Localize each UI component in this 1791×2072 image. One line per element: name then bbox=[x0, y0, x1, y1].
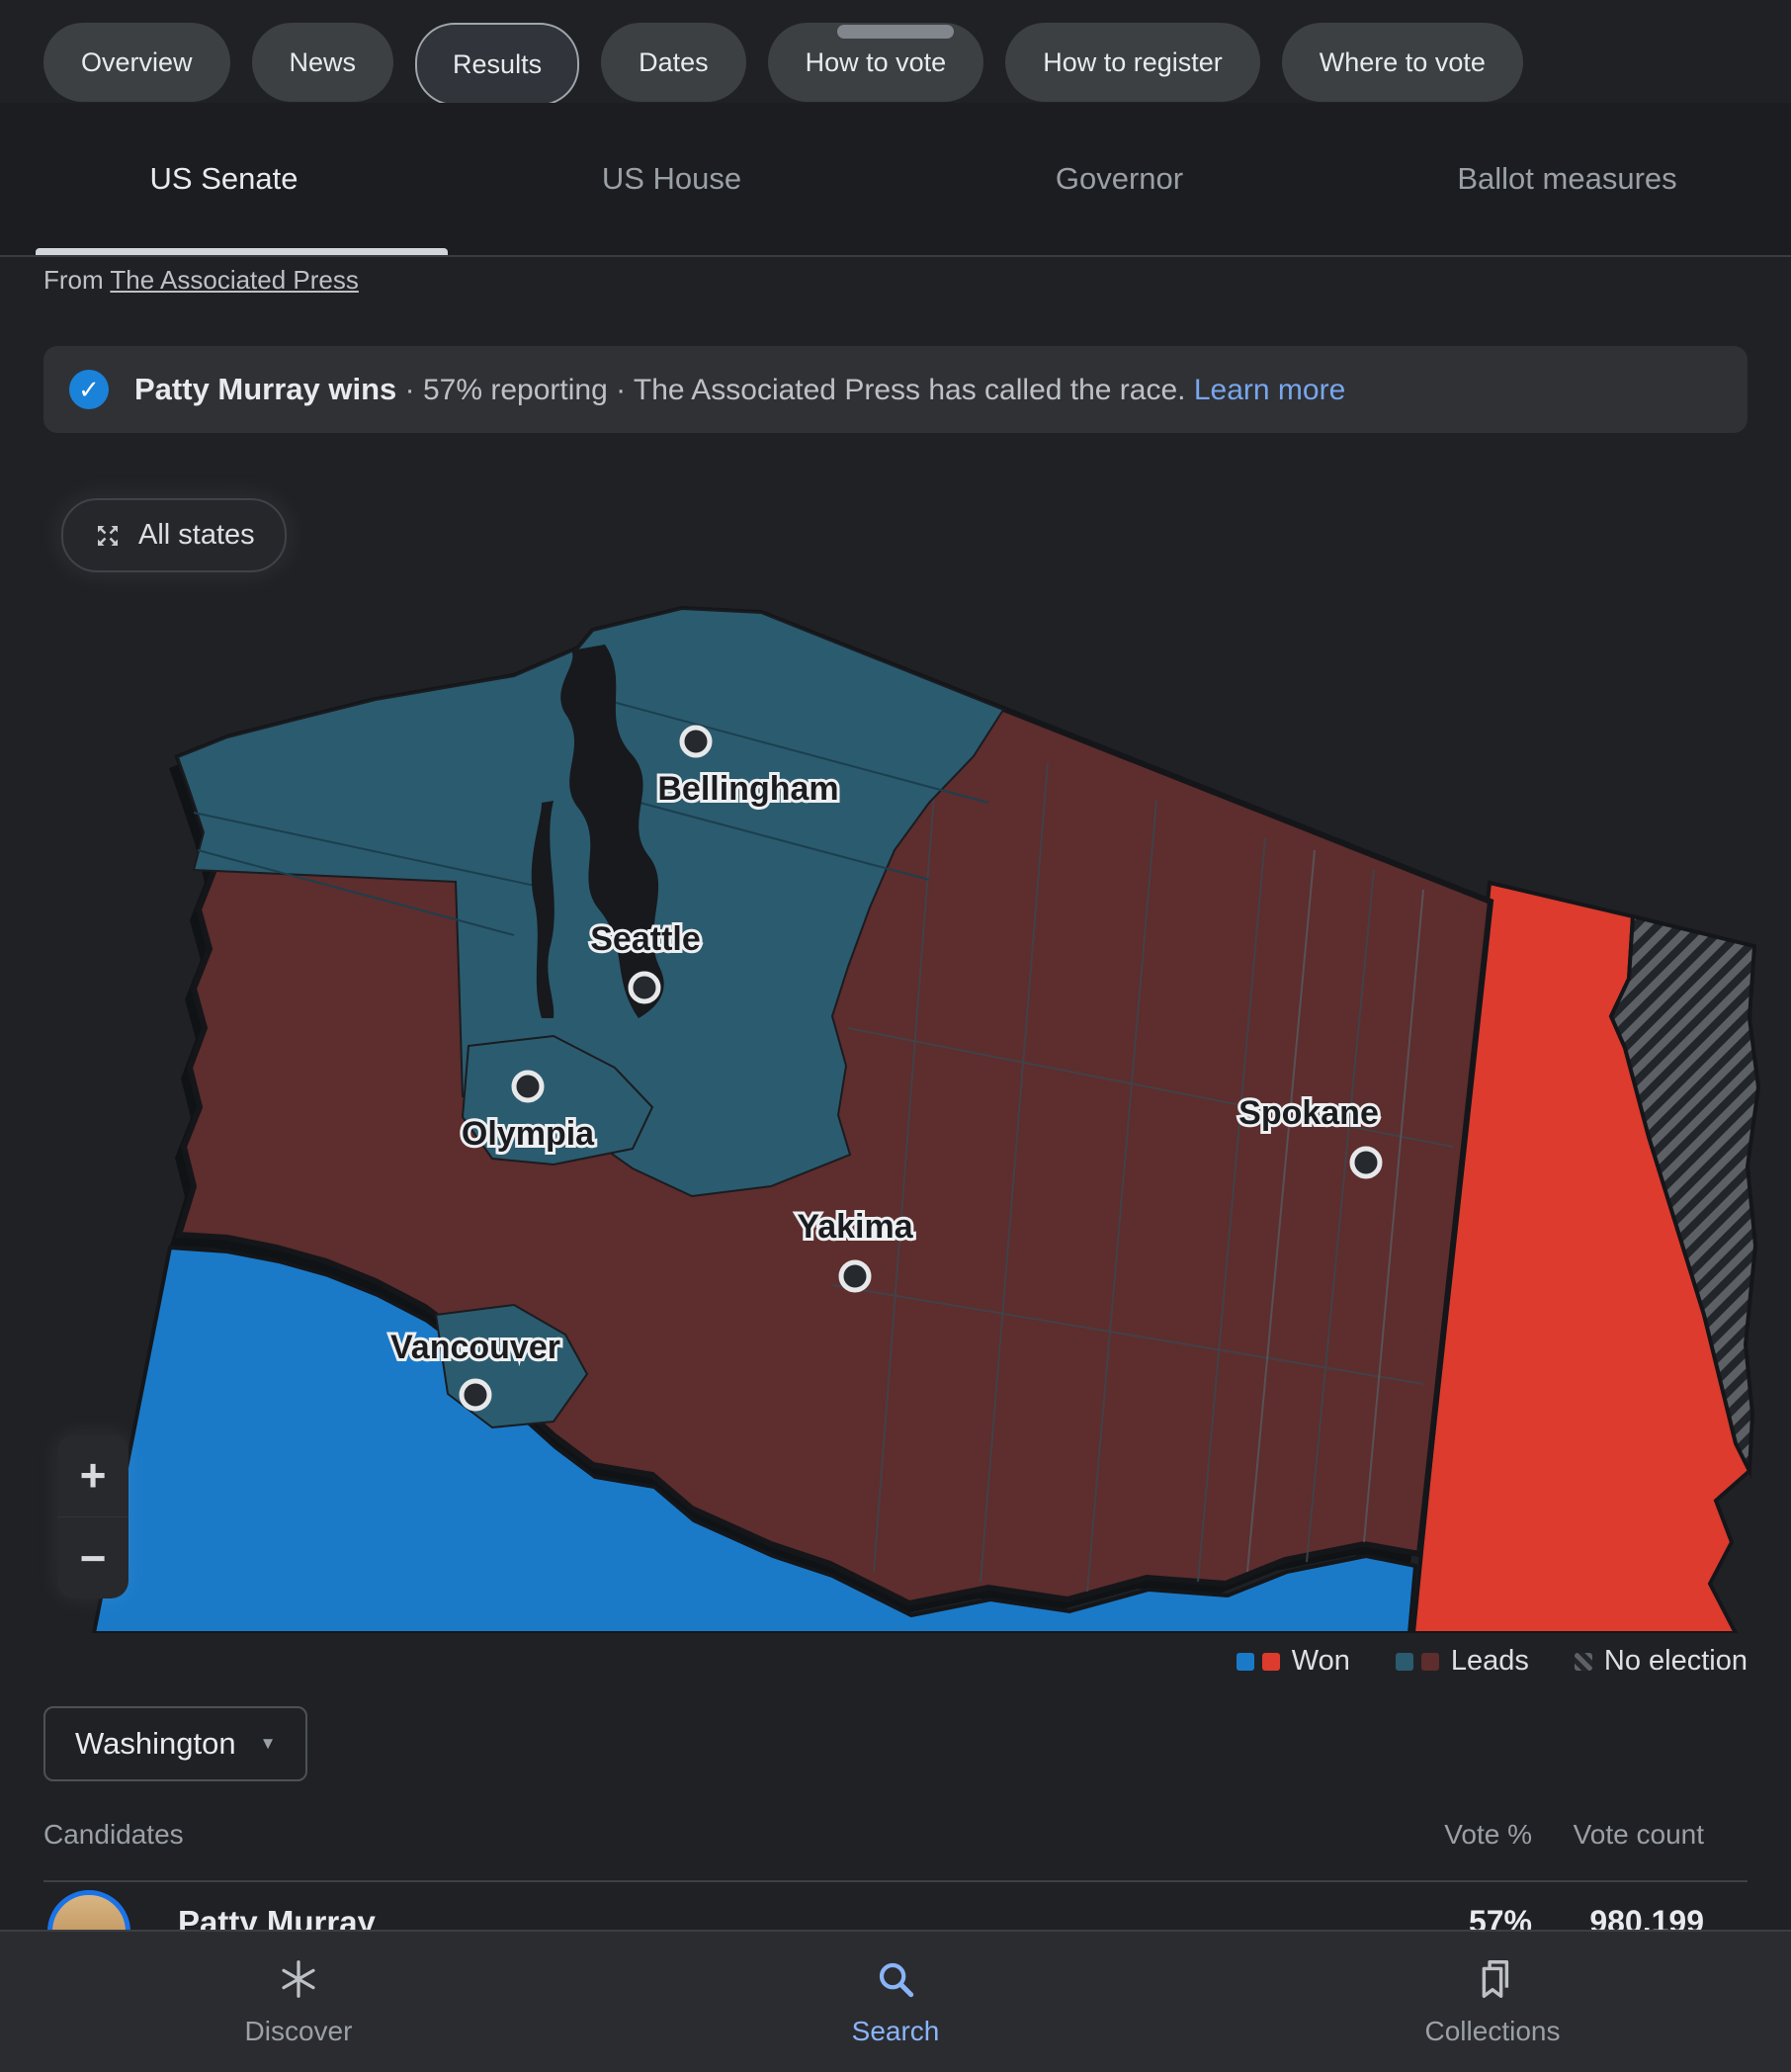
chip-news[interactable]: News bbox=[251, 23, 394, 102]
puget-sound-water bbox=[560, 645, 664, 1018]
marker-vancouver[interactable] bbox=[459, 1378, 492, 1412]
collections-bookmark-icon bbox=[1482, 1960, 1509, 1998]
legend-no-election-label: No election bbox=[1603, 1645, 1748, 1677]
banner-details: · 57% reporting · The Associated Press h… bbox=[396, 374, 1194, 406]
expand-icon bbox=[98, 525, 118, 546]
scroll-drag-handle[interactable] bbox=[837, 25, 954, 39]
leads-gop-swatch bbox=[1420, 1652, 1439, 1671]
race-tab-strip: US Senate US House Governor Ballot measu… bbox=[0, 103, 1791, 257]
chevron-down-icon: ▼ bbox=[259, 1734, 277, 1753]
hood-canal-water bbox=[531, 801, 554, 1018]
discover-asterisk-icon bbox=[282, 1960, 315, 1998]
nav-search-label: Search bbox=[851, 2016, 940, 2046]
label-vancouver: Vancouver bbox=[390, 1329, 560, 1366]
city-labels: Bellingham Seattle Olympia Yakima Spokan… bbox=[387, 767, 1382, 1369]
marker-bellingham[interactable] bbox=[679, 725, 713, 758]
region-thurston-leads-dem[interactable] bbox=[461, 1034, 654, 1166]
results-table-header: Candidates Vote % Vote count bbox=[0, 1819, 1791, 1858]
washington-map-svg: Bellingham Seattle Olympia Yakima Spokan… bbox=[91, 605, 1761, 1633]
marker-seattle[interactable] bbox=[628, 971, 661, 1004]
attribution-prefix: From bbox=[43, 265, 111, 295]
map-legend: Won Leads No election bbox=[1236, 1645, 1748, 1678]
map-zoom-control: + − bbox=[57, 1434, 128, 1598]
region-nw-leads-dem[interactable] bbox=[176, 607, 1005, 1198]
attribution-source-link[interactable]: The Associated Press bbox=[110, 265, 359, 295]
legend-won-label: Won bbox=[1291, 1645, 1350, 1677]
legend-leads: Leads bbox=[1395, 1645, 1529, 1678]
col-vote-count: Vote count bbox=[1573, 1819, 1704, 1850]
state-selector-label: Washington bbox=[75, 1726, 236, 1761]
legend-leads-label: Leads bbox=[1450, 1645, 1529, 1677]
marker-olympia[interactable] bbox=[511, 1070, 545, 1103]
legend-no-election: No election bbox=[1574, 1645, 1748, 1678]
zoom-out-button[interactable]: − bbox=[79, 1531, 107, 1584]
attribution: From The Associated Press bbox=[43, 265, 359, 296]
no-election-swatch bbox=[1574, 1652, 1592, 1671]
tab-governor[interactable]: Governor bbox=[1055, 161, 1184, 196]
leads-dem-swatch bbox=[1395, 1652, 1413, 1671]
label-seattle: Seattle bbox=[590, 920, 701, 958]
label-bellingham: Bellingham bbox=[657, 770, 838, 808]
chip-row: Overview News Results Dates How to vote … bbox=[43, 23, 1523, 106]
chip-results[interactable]: Results bbox=[415, 23, 580, 106]
won-gop-swatch bbox=[1261, 1652, 1280, 1671]
tab-us-senate[interactable]: US Senate bbox=[149, 161, 298, 196]
label-yakima: Yakima bbox=[797, 1208, 913, 1246]
region-no-election-hatched bbox=[1608, 913, 1761, 1479]
won-dem-swatch bbox=[1236, 1652, 1254, 1671]
label-spokane: Spokane bbox=[1238, 1094, 1379, 1132]
top-chip-bar: Overview News Results Dates How to vote … bbox=[0, 0, 1791, 106]
legend-won: Won bbox=[1236, 1645, 1350, 1678]
nav-discover[interactable]: Discover bbox=[0, 1932, 597, 2072]
banner-title: Patty Murray wins bbox=[134, 372, 397, 406]
learn-more-link[interactable]: Learn more bbox=[1193, 374, 1346, 406]
nav-collections[interactable]: Collections bbox=[1194, 1932, 1791, 2072]
marker-yakima[interactable] bbox=[838, 1259, 872, 1293]
label-olympia: Olympia bbox=[462, 1115, 595, 1153]
nav-discover-label: Discover bbox=[244, 2016, 353, 2046]
county-borders-east bbox=[831, 731, 1454, 1593]
zoom-in-button[interactable]: + bbox=[57, 1434, 128, 1517]
winner-check-icon: ✓ bbox=[69, 370, 109, 409]
tab-us-house[interactable]: US House bbox=[601, 161, 742, 196]
county-borders-west bbox=[193, 701, 989, 936]
race-called-banner: ✓ Patty Murray wins · 57% reporting · Th… bbox=[43, 346, 1748, 433]
chip-overview[interactable]: Overview bbox=[43, 23, 230, 102]
region-oregon-won-dem[interactable] bbox=[91, 1245, 1418, 1633]
county-borders-spokane bbox=[1246, 849, 1424, 1573]
col-vote-pct: Vote % bbox=[1444, 1819, 1532, 1850]
col-candidates: Candidates bbox=[43, 1819, 184, 1850]
chip-how-to-register[interactable]: How to register bbox=[1005, 23, 1260, 102]
nav-search[interactable]: Search bbox=[597, 1932, 1194, 2072]
all-states-button[interactable]: All states bbox=[61, 498, 287, 572]
city-markers bbox=[459, 725, 1383, 1412]
table-divider bbox=[43, 1880, 1748, 1882]
bottom-navigation: Discover Search Collections bbox=[0, 1930, 1791, 2072]
nav-collections-label: Collections bbox=[1424, 2016, 1561, 2046]
state-selector-dropdown[interactable]: Washington ▼ bbox=[43, 1706, 308, 1781]
all-states-label: All states bbox=[138, 519, 255, 551]
tab-ballot-measures[interactable]: Ballot measures bbox=[1457, 161, 1677, 196]
active-tab-indicator bbox=[36, 248, 448, 255]
chip-where-to-vote[interactable]: Where to vote bbox=[1281, 23, 1523, 102]
election-map[interactable]: Bellingham Seattle Olympia Yakima Spokan… bbox=[0, 554, 1791, 1633]
marker-spokane[interactable] bbox=[1349, 1146, 1383, 1179]
search-icon bbox=[879, 1962, 914, 1998]
banner-text: Patty Murray wins · 57% reporting · The … bbox=[134, 372, 1345, 407]
chip-dates[interactable]: Dates bbox=[601, 23, 746, 102]
